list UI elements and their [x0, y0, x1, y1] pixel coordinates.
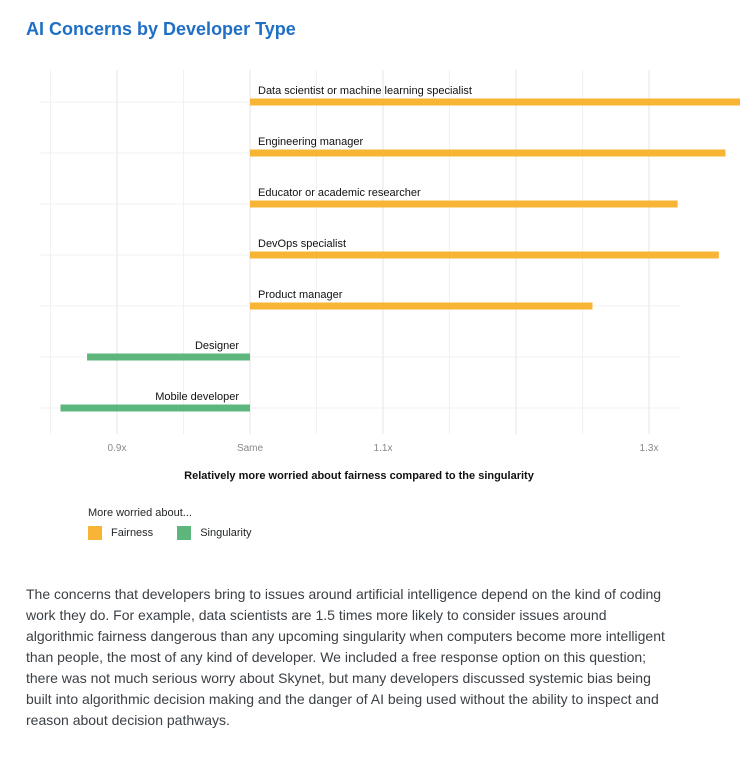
category-label: Engineering manager [258, 136, 364, 148]
x-tick-label: 1.3x [640, 443, 659, 454]
x-tick-label: 1.1x [374, 443, 393, 454]
bar-product-manager [250, 302, 593, 310]
bar-devops-specialist [250, 251, 719, 259]
legend-swatch-singularity [177, 526, 192, 540]
bar-designer [87, 353, 250, 361]
category-label: Product manager [258, 289, 343, 301]
description-paragraph: The concerns that developers bring to is… [26, 586, 665, 728]
chart-category-labels: Data scientist or machine learning speci… [155, 85, 472, 403]
bar-data-scientist-or-machine-learning-specialist [250, 98, 740, 106]
x-tick-label: 0.9x [108, 443, 127, 454]
legend-swatch-fairness [88, 526, 102, 540]
legend-title: More worried about... [88, 507, 192, 519]
x-axis-label: Relatively more worried about fairness c… [184, 470, 535, 482]
chart-bars [60, 98, 740, 412]
x-tick-label: Same [237, 443, 264, 454]
category-label: Data scientist or machine learning speci… [258, 85, 472, 97]
bar-engineering-manager [250, 149, 726, 157]
category-label: DevOps specialist [258, 238, 346, 250]
chart-title: AI Concerns by Developer Type [26, 19, 296, 39]
category-label: Educator or academic researcher [258, 187, 421, 199]
bar-educator-or-academic-researcher [250, 200, 678, 208]
legend: More worried about... Fairness Singulari… [88, 507, 276, 540]
category-label: Mobile developer [155, 391, 239, 403]
bar-chart: Data scientist or machine learning speci… [40, 70, 740, 482]
bar-mobile-developer [60, 404, 250, 412]
legend-item-singularity: Singularity [177, 526, 252, 540]
legend-label-fairness: Fairness [111, 527, 154, 539]
category-label: Designer [195, 340, 239, 352]
legend-item-fairness: Fairness [88, 526, 153, 540]
legend-label-singularity: Singularity [200, 527, 252, 539]
